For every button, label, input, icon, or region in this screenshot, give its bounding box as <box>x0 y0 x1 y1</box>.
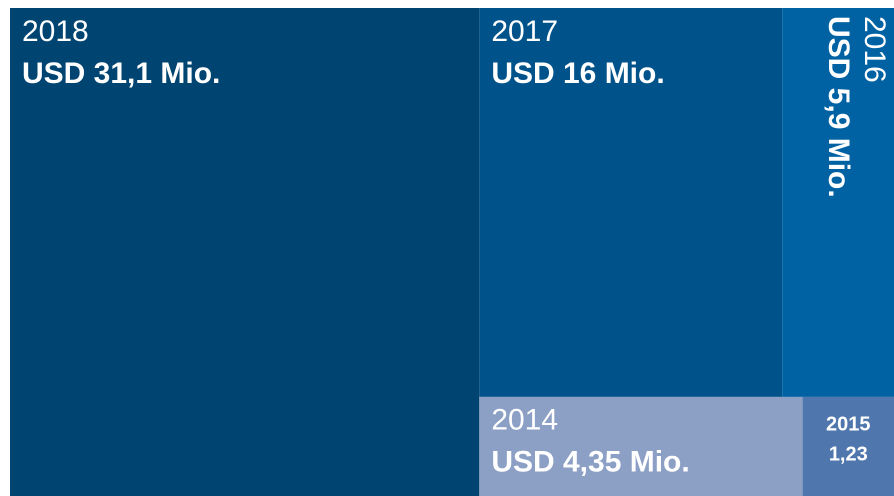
tile-value: USD 5,9 Mio. <box>822 16 855 198</box>
treemap-tile <box>10 8 480 496</box>
treemap-tile <box>479 396 803 496</box>
tile-value: USD 31,1 Mio. <box>22 57 220 90</box>
treemap-tile <box>802 396 894 496</box>
tile-value: 1,23 <box>829 444 868 466</box>
treemap-tile <box>782 8 894 397</box>
tile-label: 2014 USD 4,35 Mio. <box>491 404 689 479</box>
tile-label: 2018 USD 31,1 Mio. <box>22 15 220 90</box>
tile-label: 2015 1,23 <box>826 414 871 466</box>
tile-year: 2015 <box>826 414 871 436</box>
tile-value: USD 4,35 Mio. <box>491 446 689 479</box>
tile-year: 2017 <box>491 15 558 48</box>
tile-year: 2018 <box>22 15 89 48</box>
treemap-tile <box>479 8 783 397</box>
tile-year: 2016 <box>858 16 891 83</box>
tile-value: USD 16 Mio. <box>491 57 664 90</box>
tile-year: 2014 <box>491 404 558 437</box>
tile-label: 2017 USD 16 Mio. <box>491 15 664 90</box>
